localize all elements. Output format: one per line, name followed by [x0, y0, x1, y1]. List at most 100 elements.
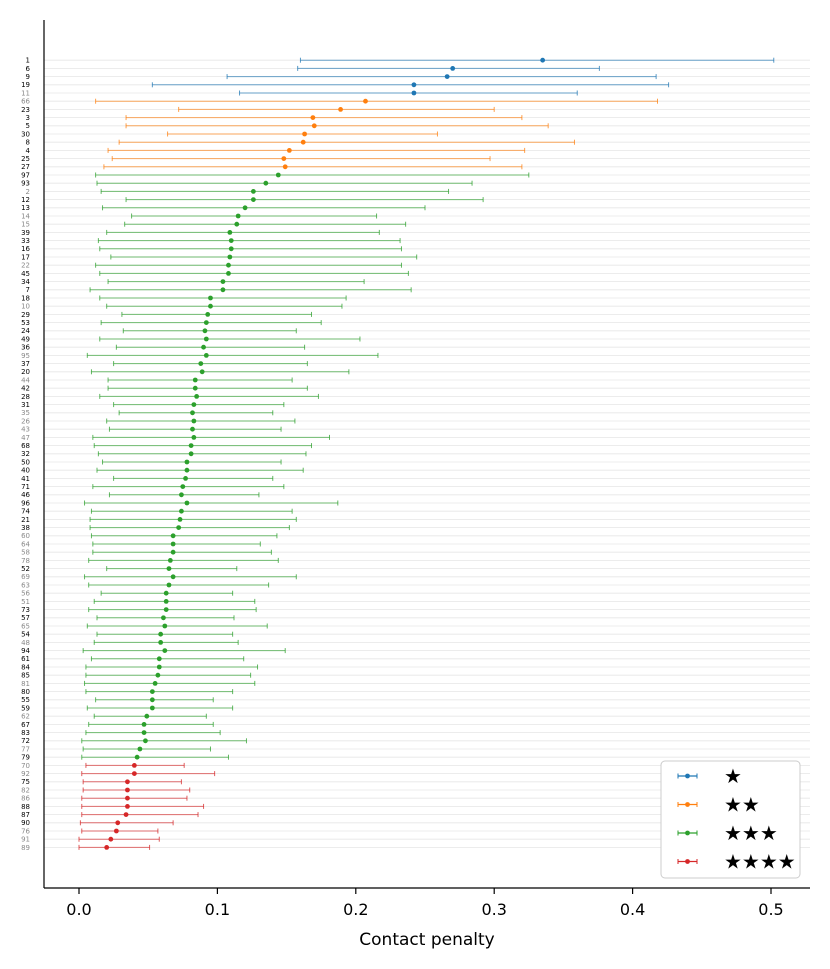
mean-point: [227, 230, 233, 235]
error-bar-15: [124, 221, 407, 227]
y-tick-label: 34: [21, 278, 30, 286]
mean-point: [192, 385, 198, 391]
y-tick-label: 26: [21, 417, 30, 425]
y-tick-label: 16: [21, 245, 30, 253]
y-tick-label: 80: [21, 688, 30, 696]
mean-point: [226, 271, 231, 276]
mean-point: [158, 631, 164, 637]
error-bar-91: [78, 836, 160, 842]
y-tick-label: 30: [21, 130, 30, 138]
y-tick-label: 74: [21, 508, 30, 516]
mean-point: [180, 484, 186, 489]
mean-point: [149, 689, 155, 694]
mean-point: [108, 836, 114, 842]
y-tick-label: 46: [21, 491, 30, 499]
mean-point: [191, 435, 197, 440]
y-tick-label: 29: [21, 311, 30, 319]
mean-point: [162, 623, 168, 629]
error-bar-94: [82, 648, 286, 654]
error-bar-49: [99, 336, 361, 342]
error-bar-2: [100, 188, 450, 194]
error-bar-59: [86, 705, 234, 711]
y-tick-label: 44: [21, 376, 30, 384]
legend-entry-3: ★★★: [677, 821, 778, 845]
mean-point: [125, 779, 130, 785]
error-bar-65: [86, 623, 268, 629]
x-axis-title: Contact penalty: [359, 930, 494, 950]
mean-point: [167, 558, 173, 563]
error-bar-38: [89, 525, 290, 531]
error-bar-26: [106, 418, 296, 424]
error-bar-30: [167, 131, 438, 137]
legend-entry-2: ★★: [677, 793, 760, 817]
error-bar-20: [90, 369, 350, 375]
mean-point: [141, 722, 147, 727]
y-tick-label: 45: [21, 270, 30, 278]
mean-point: [540, 57, 546, 63]
error-bar-4: [107, 147, 526, 153]
legend-box: [660, 760, 801, 879]
y-tick-label: 1: [26, 57, 30, 65]
x-tick-label: 0.2: [343, 900, 368, 919]
error-bar-57: [96, 615, 235, 621]
y-tick-label: 94: [21, 647, 30, 655]
error-bar-82: [82, 787, 191, 793]
x-tick-label: 0.3: [481, 900, 506, 919]
mean-point: [302, 131, 307, 137]
error-bar-17: [110, 254, 418, 260]
y-tick-label: 42: [21, 385, 30, 393]
mean-point: [125, 795, 130, 801]
error-bar-29: [121, 311, 313, 317]
y-tick-label: 24: [21, 327, 30, 335]
y-tick-label: 51: [21, 598, 30, 606]
x-axis-ticks: 0.0 0.1 0.2 0.3 0.4 0.5: [66, 888, 784, 919]
y-tick-label: 21: [21, 516, 30, 524]
y-tick-label: 35: [21, 409, 30, 417]
mean-point: [188, 451, 194, 457]
y-tick-label: 13: [21, 204, 30, 212]
mean-point: [162, 648, 168, 653]
legend-marker: [685, 830, 690, 836]
y-tick-label: 84: [21, 663, 30, 671]
mean-point: [228, 238, 234, 244]
mean-point: [179, 492, 184, 498]
error-bar-27: [103, 164, 523, 170]
y-tick-label: 63: [21, 581, 30, 589]
x-tick-label: 0.5: [758, 900, 783, 919]
error-bar-97: [95, 172, 530, 178]
y-tick-label: 58: [21, 549, 30, 557]
mean-point: [170, 533, 176, 539]
mean-point: [125, 804, 130, 809]
y-tick-label: 62: [21, 713, 30, 721]
y-tick-label: 57: [21, 614, 30, 622]
error-bar-61: [90, 656, 245, 662]
error-bar-67: [88, 721, 214, 727]
error-bar-43: [108, 426, 282, 432]
error-bar-11: [239, 90, 578, 96]
error-bar-62: [93, 713, 207, 719]
y-tick-label: 31: [21, 401, 30, 409]
error-bar-66: [95, 98, 659, 104]
legend-marker: [685, 773, 690, 779]
mean-point: [203, 320, 209, 325]
y-tick-label: 82: [21, 786, 30, 794]
mean-point: [201, 344, 206, 350]
error-bar-87: [81, 812, 199, 818]
y-tick-label: 95: [21, 352, 30, 360]
mean-point: [161, 615, 166, 621]
y-tick-labels: 1691911662335308425279793212131415393316…: [21, 57, 30, 852]
y-tick-label: 67: [21, 721, 30, 729]
error-bar-73: [88, 607, 257, 613]
error-bar-46: [108, 492, 260, 498]
error-bar-5: [125, 123, 549, 129]
y-tick-label: 60: [21, 532, 30, 540]
mean-point: [163, 607, 169, 612]
mean-point: [286, 148, 292, 153]
mean-point: [166, 582, 172, 588]
y-tick-label: 11: [21, 89, 30, 97]
error-bar-72: [81, 738, 247, 744]
error-bar-53: [100, 320, 322, 326]
mean-point: [363, 98, 368, 104]
error-bar-86: [81, 795, 188, 801]
mean-point: [310, 115, 316, 120]
